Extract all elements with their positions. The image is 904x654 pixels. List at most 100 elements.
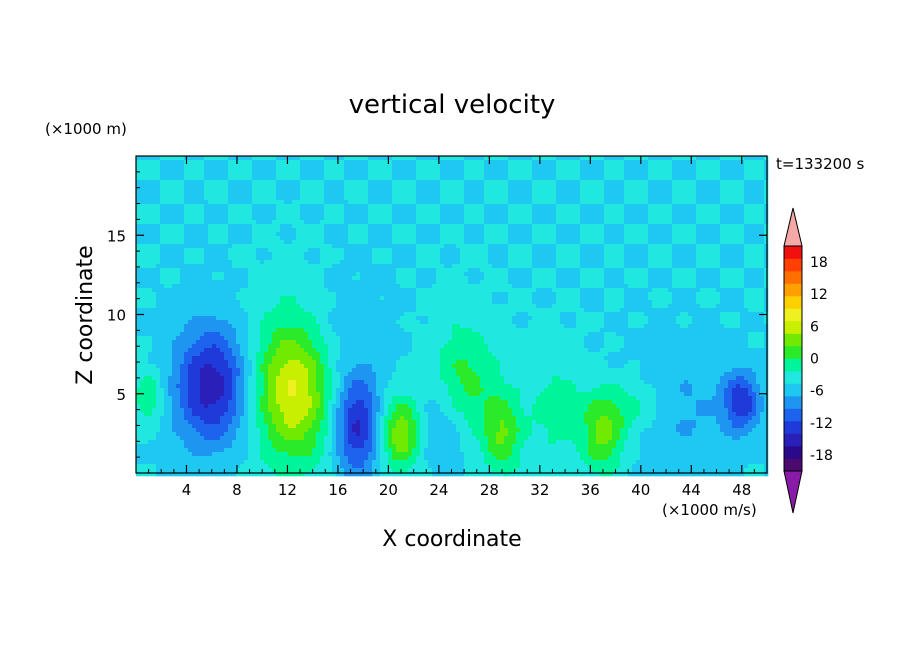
field-cell xyxy=(140,176,145,181)
field-cell xyxy=(292,432,297,437)
field-cell xyxy=(172,440,177,445)
field-cell xyxy=(212,188,217,193)
field-cell xyxy=(232,468,237,473)
field-cell xyxy=(164,176,169,181)
field-cell xyxy=(152,388,157,393)
field-cell xyxy=(364,436,369,441)
field-cell xyxy=(188,304,193,309)
field-cell xyxy=(280,308,285,313)
field-cell xyxy=(148,440,153,445)
field-cell xyxy=(260,460,265,465)
field-cell xyxy=(244,404,249,409)
field-cell xyxy=(240,272,245,277)
field-cell xyxy=(244,372,249,377)
field-cell xyxy=(240,320,245,325)
field-cell xyxy=(236,248,241,253)
field-cell xyxy=(368,448,373,453)
field-cell xyxy=(144,392,149,397)
field-cell xyxy=(372,320,377,325)
field-cell xyxy=(280,352,285,357)
field-cell xyxy=(192,240,197,245)
field-cell xyxy=(172,168,177,173)
field-cell xyxy=(296,400,301,405)
field-cell xyxy=(152,336,157,341)
field-cell xyxy=(300,420,305,425)
field-cell xyxy=(312,332,317,337)
field-cell xyxy=(216,368,221,373)
field-cell xyxy=(384,292,389,297)
field-cell xyxy=(228,196,233,201)
field-cell xyxy=(192,432,197,437)
field-cell xyxy=(220,232,225,237)
field-cell xyxy=(328,404,333,409)
field-cell xyxy=(176,272,181,277)
field-cell xyxy=(352,320,357,325)
field-cell xyxy=(336,292,341,297)
field-cell xyxy=(320,364,325,369)
field-cell xyxy=(356,416,361,421)
field-cell xyxy=(348,440,353,445)
field-cell xyxy=(184,392,189,397)
field-cell xyxy=(220,308,225,313)
field-cell xyxy=(208,444,213,449)
field-cell xyxy=(288,248,293,253)
field-cell xyxy=(376,252,381,257)
field-cell xyxy=(244,288,249,293)
field-cell xyxy=(260,336,265,341)
field-cell xyxy=(352,396,357,401)
field-cell xyxy=(356,464,361,469)
field-cell xyxy=(296,432,301,437)
field-cell xyxy=(208,468,213,473)
field-cell xyxy=(348,168,353,173)
field-cell xyxy=(168,396,173,401)
field-cell xyxy=(228,364,233,369)
field-cell xyxy=(140,252,145,257)
field-cell xyxy=(364,256,369,261)
field-cell xyxy=(332,204,337,209)
field-cell xyxy=(288,292,293,297)
field-cell xyxy=(264,412,269,417)
field-cell xyxy=(308,408,313,413)
field-cell xyxy=(364,336,369,341)
field-cell xyxy=(300,464,305,469)
field-cell xyxy=(136,212,141,217)
field-cell xyxy=(156,384,161,389)
field-cell xyxy=(204,164,209,169)
field-cell xyxy=(280,180,285,185)
field-cell xyxy=(344,368,349,373)
field-cell xyxy=(244,284,249,289)
field-cell xyxy=(372,228,377,233)
field-cell xyxy=(156,444,161,449)
field-cell xyxy=(360,316,365,321)
field-cell xyxy=(200,324,205,329)
field-cell xyxy=(340,196,345,201)
field-cell xyxy=(312,320,317,325)
field-cell xyxy=(208,440,213,445)
field-cell xyxy=(244,296,249,301)
field-cell xyxy=(336,184,341,189)
field-cell xyxy=(300,156,305,161)
field-cell xyxy=(160,296,165,301)
field-cell xyxy=(188,436,193,441)
field-cell xyxy=(240,364,245,369)
field-cell xyxy=(232,420,237,425)
field-cell xyxy=(296,336,301,341)
field-cell xyxy=(360,228,365,233)
field-cell xyxy=(288,424,293,429)
field-cell xyxy=(244,388,249,393)
field-cell xyxy=(304,444,309,449)
field-cell xyxy=(136,264,141,269)
field-cell xyxy=(176,252,181,257)
field-cell xyxy=(180,280,185,285)
field-cell xyxy=(168,356,173,361)
field-cell xyxy=(256,200,261,205)
field-cell xyxy=(160,232,165,237)
field-cell xyxy=(276,176,281,181)
field-cell xyxy=(360,308,365,313)
field-cell xyxy=(324,204,329,209)
field-cell xyxy=(268,456,273,461)
field-cell xyxy=(220,444,225,449)
field-cell xyxy=(380,200,385,205)
field-cell xyxy=(252,240,257,245)
field-cell xyxy=(284,404,289,409)
